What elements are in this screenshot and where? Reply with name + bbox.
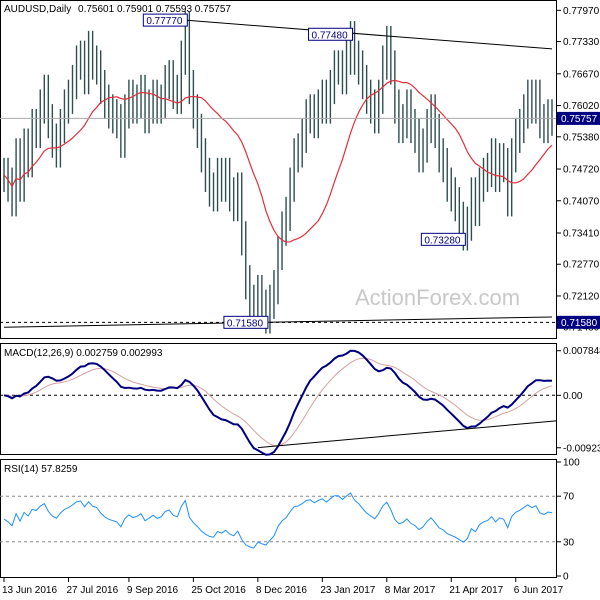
y-tick-label: 0.77970: [563, 6, 600, 17]
rsi-tick-label: 100: [563, 458, 580, 469]
x-ticks: 13 Jun 2016 27 Jul 2016 9 Sep 2016 25 Oct 2…: [2, 577, 564, 596]
macd-panel: [0, 343, 557, 455]
price-annotation: 0.71580: [223, 315, 269, 329]
y-tick-label: 0.72770: [563, 260, 600, 271]
x-tick-label: 27 Jul 2016: [66, 585, 118, 596]
x-tick-label: 13 Jun 2016: [2, 585, 57, 596]
price-y-ticks: 0.77970 0.77330 0.76670 0.76020 0.75380 0.747…: [557, 6, 600, 334]
y-tick-label: 0.74070: [563, 196, 600, 207]
rsi-line: [3, 492, 553, 549]
x-tick-label: 9 Sep 2016: [127, 585, 179, 596]
trendline: [185, 19, 553, 50]
rsi-tick-label: 70: [563, 492, 575, 503]
y-tick-label: 0.74720: [563, 165, 600, 176]
annotation-box: [420, 232, 466, 246]
rsi-title: RSI(14) 57.8259: [4, 464, 78, 475]
rsi-group: 100 70 30 0: [0, 458, 580, 583]
annotation-box: [142, 13, 188, 27]
current-price-tag: 0.75757: [557, 111, 600, 125]
annotations: 0.77770 0.77480 0.73280 0.71580: [142, 13, 466, 329]
y-tick-label: 0.76020: [563, 101, 600, 112]
x-tick-label: 25 Oct 2016: [191, 585, 246, 596]
macd-tick-label: 0.00: [563, 391, 583, 402]
macd-tick-label: 0.007848: [563, 346, 600, 357]
macd-title: MACD(12,26,9) 0.002759 0.002993: [4, 348, 163, 359]
annotation-label: 0.73280: [424, 235, 461, 246]
macd-line: [3, 349, 553, 456]
macd-group: 0.007848 0.00 -0.00923: [0, 346, 600, 456]
y-tick-label: 0.73410: [563, 228, 600, 239]
y-tick-label: 0.76670: [563, 69, 600, 80]
x-tick-label: 6 Jun 2017: [514, 585, 564, 596]
macd-tick-label: -0.00923: [563, 443, 600, 454]
x-tick-label: 21 Apr 2017: [449, 585, 503, 596]
x-tick-label: 8 Dec 2016: [256, 585, 308, 596]
moving-average-line: [3, 79, 553, 243]
svg-text:0.71580: 0.71580: [561, 318, 598, 329]
x-tick-label: 23 Jan 2017: [320, 585, 375, 596]
macd-trendline: [257, 420, 557, 449]
price-annotation: 0.77480: [308, 27, 354, 41]
watermark: ActionForex.com: [355, 285, 520, 310]
price-title: AUDUSD,Daily 0.75601 0.75901 0.75593 0.7…: [4, 4, 231, 15]
annotation-box: [223, 315, 269, 329]
annotation-label: 0.77480: [312, 30, 349, 41]
y-tick-label: 0.75380: [563, 132, 600, 143]
rsi-panel: [0, 459, 557, 578]
support-price-tag: 0.71580: [557, 315, 600, 329]
annotation-box: [308, 27, 354, 41]
y-tick-label: 0.72120: [563, 291, 600, 302]
rsi-tick-label: 30: [563, 537, 575, 548]
svg-text:0.75757: 0.75757: [561, 114, 598, 125]
annotation-label: 0.71580: [227, 318, 264, 329]
x-tick-label: 8 Mar 2017: [385, 585, 436, 596]
price-annotation: 0.77770: [142, 13, 188, 27]
y-tick-label: 0.77330: [563, 37, 600, 48]
annotation-label: 0.77770: [146, 16, 183, 27]
rsi-tick-label: 0: [563, 572, 569, 583]
price-annotation: 0.73280: [420, 232, 466, 246]
